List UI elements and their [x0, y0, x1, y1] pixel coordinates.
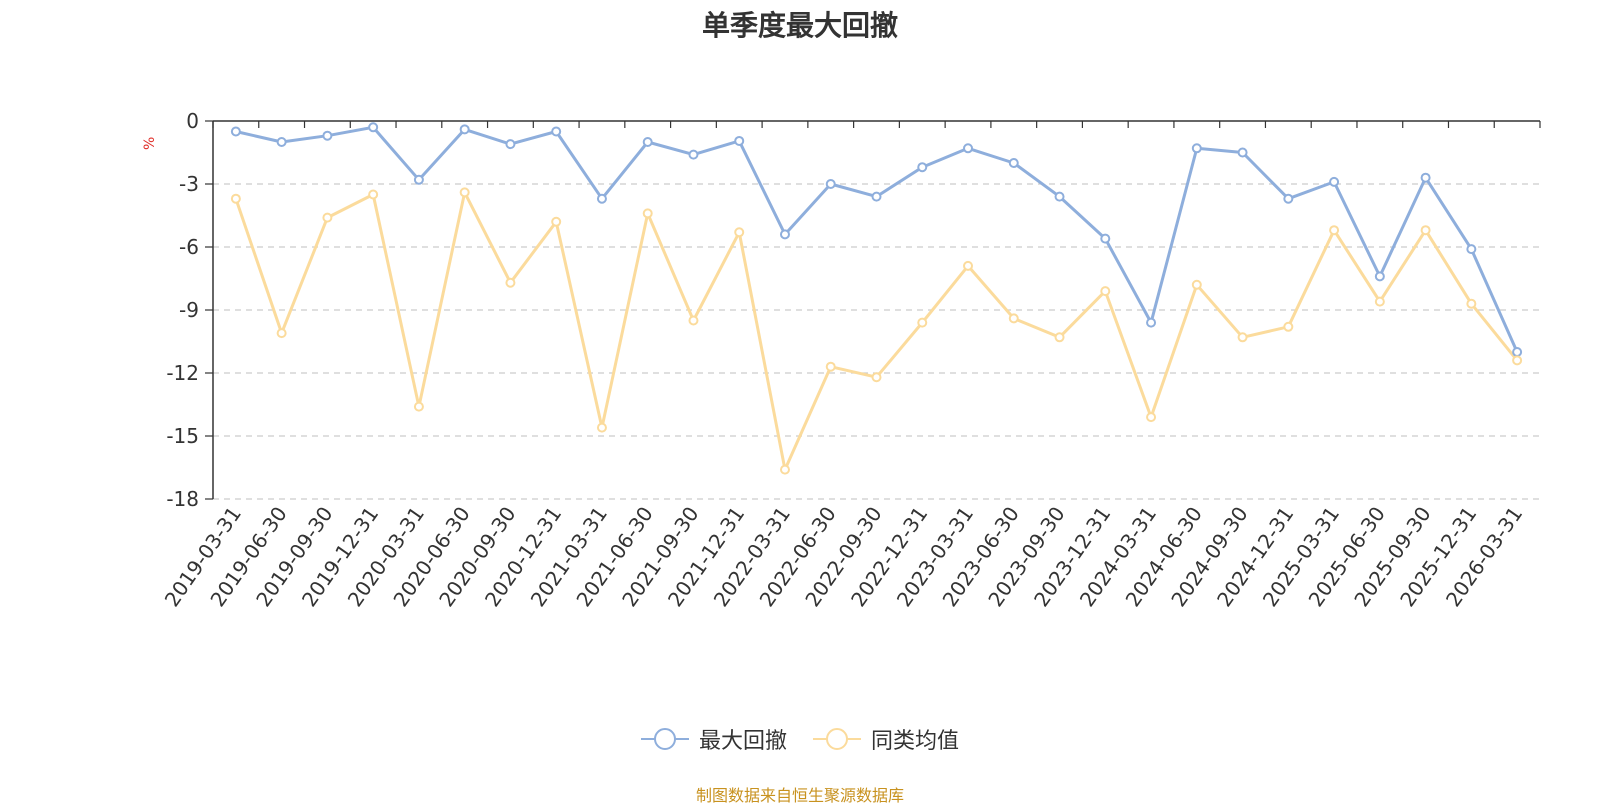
data-point-series-0[interactable]: [1146, 317, 1157, 328]
data-point-series-0[interactable]: [642, 137, 653, 147]
data-point-series-0[interactable]: [963, 143, 974, 154]
data-point-series-1[interactable]: [322, 212, 333, 223]
chart-title: 单季度最大回撤: [701, 9, 898, 42]
data-point-series-0[interactable]: [1329, 176, 1340, 187]
data-point-series-0[interactable]: [230, 126, 241, 137]
legend: 最大回撤 同类均值: [0, 723, 1600, 755]
data-point-series-1[interactable]: [1191, 279, 1202, 290]
y-tick-label: -6: [179, 235, 199, 259]
data-point-series-1[interactable]: [825, 361, 836, 372]
data-point-series-1[interactable]: [1283, 321, 1294, 332]
data-point-series-1[interactable]: [596, 422, 607, 433]
data-point-series-0[interactable]: [1054, 191, 1065, 202]
data-point-series-1[interactable]: [1466, 298, 1477, 309]
data-point-series-0[interactable]: [825, 179, 836, 189]
data-point-series-1[interactable]: [1512, 355, 1523, 366]
data-point-series-0[interactable]: [1100, 233, 1111, 244]
legend-label: 最大回撤: [698, 729, 787, 754]
data-point-series-0[interactable]: [779, 229, 790, 240]
data-point-series-1[interactable]: [1420, 225, 1431, 236]
data-point-series-0[interactable]: [1374, 271, 1385, 282]
data-point-series-1[interactable]: [551, 216, 562, 227]
data-point-series-1[interactable]: [230, 193, 241, 204]
data-point-series-0[interactable]: [596, 193, 607, 204]
data-point-series-1[interactable]: [688, 315, 699, 326]
legend-item-series-0[interactable]: 最大回撤: [640, 723, 787, 755]
data-point-series-0[interactable]: [1420, 172, 1431, 183]
data-point-series-1[interactable]: [1237, 332, 1248, 343]
data-point-series-1[interactable]: [1008, 313, 1019, 324]
data-point-series-0[interactable]: [1512, 347, 1523, 357]
data-point-series-1[interactable]: [734, 227, 745, 238]
y-tick-label: -18: [166, 487, 199, 511]
data-point-series-0[interactable]: [413, 174, 424, 185]
data-point-series-0[interactable]: [459, 124, 470, 135]
data-point-series-1[interactable]: [505, 277, 516, 288]
data-point-series-1[interactable]: [368, 189, 379, 200]
y-tick-label: 0: [186, 109, 199, 133]
data-point-series-0[interactable]: [1466, 244, 1477, 255]
data-point-series-1[interactable]: [1100, 286, 1111, 297]
legend-dot: [826, 728, 848, 750]
data-point-series-0[interactable]: [917, 162, 928, 173]
data-point-series-1[interactable]: [871, 372, 882, 383]
legend-marker-icon: [813, 727, 861, 751]
data-point-series-0[interactable]: [505, 139, 516, 150]
data-point-series-0[interactable]: [1008, 158, 1019, 168]
data-point-series-0[interactable]: [1237, 147, 1248, 158]
series-line-1: [234, 190, 1519, 472]
data-point-series-1[interactable]: [1054, 332, 1065, 343]
legend-dot: [653, 728, 676, 750]
series-line-0: [235, 125, 1519, 353]
data-point-series-1[interactable]: [1146, 412, 1157, 423]
legend-item-series-1[interactable]: 同类均值: [813, 723, 959, 755]
data-point-series-1[interactable]: [1329, 225, 1340, 236]
source-note: 制图数据来自恒生聚源数据库: [695, 786, 904, 805]
y-tick-label: -9: [179, 298, 199, 322]
y-tick-label: -3: [179, 172, 199, 196]
data-point-series-1[interactable]: [963, 260, 974, 271]
data-point-series-0[interactable]: [1191, 143, 1202, 154]
data-point-series-1[interactable]: [779, 464, 790, 475]
data-point-series-0[interactable]: [1283, 193, 1294, 204]
y-tick-label: -12: [166, 361, 199, 385]
data-point-series-1[interactable]: [276, 328, 287, 339]
data-point-series-0[interactable]: [734, 135, 745, 146]
data-point-series-0[interactable]: [368, 122, 379, 133]
data-point-series-1[interactable]: [917, 317, 928, 328]
data-point-series-1[interactable]: [459, 187, 470, 198]
data-point-series-0[interactable]: [688, 149, 699, 160]
y-tick-label: -15: [166, 424, 199, 448]
legend-marker-icon: [640, 727, 689, 751]
data-point-series-0[interactable]: [551, 126, 562, 137]
legend-label: 同类均值: [871, 729, 960, 754]
data-point-series-1[interactable]: [1374, 296, 1385, 307]
data-point-series-0[interactable]: [322, 130, 333, 141]
data-point-series-1[interactable]: [413, 401, 424, 412]
data-point-series-1[interactable]: [642, 208, 653, 219]
data-point-series-0[interactable]: [276, 137, 287, 147]
data-point-series-0[interactable]: [871, 191, 882, 202]
